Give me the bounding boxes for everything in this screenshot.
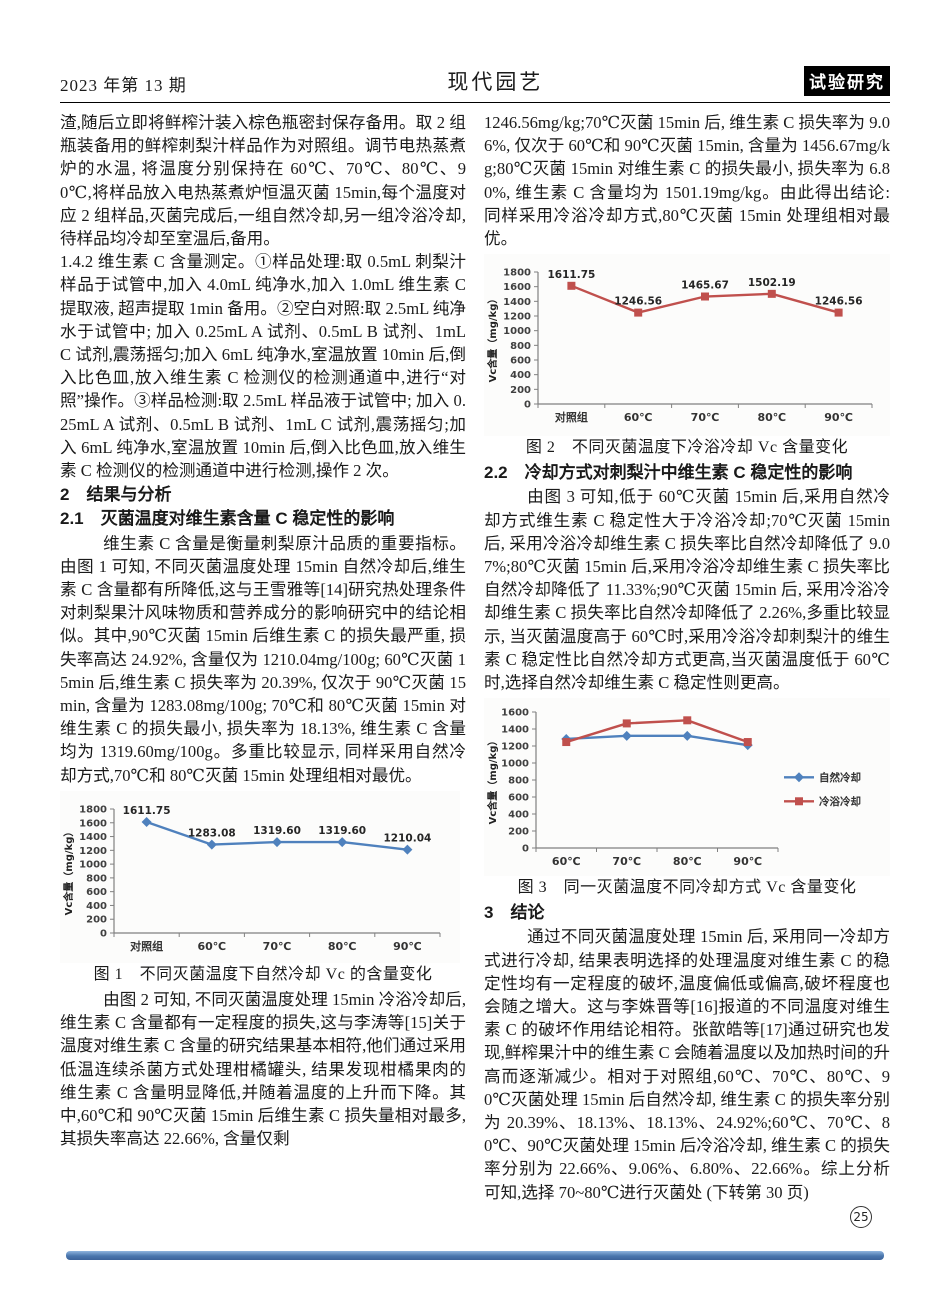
two-column-body: 渣,随后立即将鲜榨汁装入棕色瓶密封保存备用。取 2 组瓶装备用的鲜榨刺梨汁样品作… — [60, 111, 890, 1228]
figure-3: 0 200 400 600 800 1000 1200 1400 1600 60℃ 70℃ 80℃ 90… — [484, 698, 890, 899]
svg-text:600: 600 — [508, 793, 529, 804]
svg-text:对照组: 对照组 — [555, 410, 588, 424]
page-number-row: 25 — [484, 1205, 890, 1228]
left-column: 渣,随后立即将鲜榨汁装入棕色瓶密封保存备用。取 2 组瓶装备用的鲜榨刺梨汁样品作… — [60, 111, 466, 1228]
svg-text:1319.60: 1319.60 — [318, 825, 366, 837]
footer-accent-bar — [66, 1251, 884, 1260]
svg-text:70℃: 70℃ — [691, 411, 720, 424]
svg-text:1400: 1400 — [79, 832, 107, 843]
svg-text:1319.60: 1319.60 — [253, 825, 301, 837]
svg-text:600: 600 — [86, 887, 107, 898]
svg-text:1000: 1000 — [501, 759, 529, 770]
svg-text:1600: 1600 — [79, 818, 107, 829]
paragraph: 1.4.2 维生素 C 含量测定。①样品处理:取 0.5mL 刺梨汁样品于试管中… — [60, 252, 466, 481]
svg-text:80℃: 80℃ — [328, 940, 357, 953]
svg-text:1200: 1200 — [79, 846, 107, 857]
page-header: 2023 年第 13 期 现代园艺 试验研究 — [60, 62, 890, 96]
svg-text:1000: 1000 — [503, 326, 531, 337]
svg-text:1246.56: 1246.56 — [614, 296, 662, 308]
svg-text:对照组: 对照组 — [130, 939, 163, 953]
svg-text:Vc含量（mg/kg）: Vc含量（mg/kg） — [62, 827, 75, 916]
figure-2: 0 200 400 600 800 1000 1200 1400 1600 1800 对照组 60℃ 7… — [484, 254, 890, 459]
header-rule — [60, 102, 890, 103]
svg-text:400: 400 — [510, 370, 531, 381]
paragraph: 由图 3 可知,低于 60℃灭菌 15min 后,采用自然冷却方式维生素 C 稳… — [484, 487, 890, 693]
svg-text:0: 0 — [100, 928, 107, 939]
svg-text:1465.67: 1465.67 — [681, 280, 729, 292]
svg-text:400: 400 — [508, 810, 529, 821]
paragraph: 渣,随后立即将鲜榨汁装入棕色瓶密封保存备用。取 2 组瓶装备用的鲜榨刺梨汁样品作… — [60, 113, 466, 249]
svg-text:1800: 1800 — [503, 268, 531, 279]
svg-text:1400: 1400 — [503, 297, 531, 308]
svg-text:1800: 1800 — [79, 804, 107, 815]
svg-text:90℃: 90℃ — [824, 411, 853, 424]
svg-text:1283.08: 1283.08 — [188, 828, 236, 840]
section-badge: 试验研究 — [804, 66, 890, 96]
figure-1-caption: 图 1 不同灭菌温度下自然冷却 Vc 的含量变化 — [93, 965, 433, 983]
svg-text:1210.04: 1210.04 — [383, 833, 431, 845]
svg-text:1200: 1200 — [503, 312, 531, 323]
svg-text:1600: 1600 — [503, 282, 531, 293]
svg-text:0: 0 — [524, 400, 531, 411]
figure-3-caption: 图 3 同一灭菌温度不同冷却方式 Vc 含量变化 — [517, 879, 857, 897]
journal-issue: 2023 年第 13 期 — [60, 76, 187, 95]
line-chart-cold-bath-cooling: 0 200 400 600 800 1000 1200 1400 1600 1800 对照组 60℃ 7… — [484, 254, 890, 437]
subsection-heading-2-2: 2.2 冷却方式对刺梨汁中维生素 C 稳定性的影响 — [484, 463, 853, 483]
svg-text:1400: 1400 — [501, 725, 529, 736]
section-heading-conclusion: 3 结论 — [484, 903, 545, 923]
paragraph: 通过不同灭菌温度处理 15min 后, 采用同一冷却方式进行冷却, 结果表明选择… — [484, 927, 890, 1202]
paragraph: 1246.56mg/kg;70℃灭菌 15min 后, 维生素 C 损失率为 9… — [484, 113, 890, 249]
line-chart-natural-cooling: 0 200 400 600 800 1000 1200 1400 1600 1800 对照组 60℃ 7… — [60, 790, 466, 963]
svg-text:1000: 1000 — [79, 860, 107, 871]
svg-text:1502.19: 1502.19 — [748, 277, 796, 289]
paragraph: 由图 2 可知, 不同灭菌温度处理 15min 冷浴冷却后,维生素 C 含量都有… — [60, 989, 466, 1149]
svg-text:800: 800 — [510, 341, 531, 352]
svg-text:0: 0 — [522, 844, 529, 855]
section-heading-results: 2 结果与分析 — [60, 485, 172, 505]
svg-text:Vc含量（mg/kg）: Vc含量（mg/kg） — [486, 294, 499, 383]
svg-text:200: 200 — [510, 385, 531, 396]
figure-2-caption: 图 2 不同灭菌温度下冷浴冷却 Vc 含量变化 — [525, 439, 849, 457]
page-number: 25 — [850, 1205, 872, 1228]
svg-text:200: 200 — [508, 827, 529, 838]
svg-text:80℃: 80℃ — [673, 855, 702, 868]
line-chart-cooling-comparison: 0 200 400 600 800 1000 1200 1400 1600 60℃ 70℃ 80℃ 90… — [484, 698, 890, 877]
svg-text:60℃: 60℃ — [552, 855, 581, 868]
svg-text:1611.75: 1611.75 — [123, 805, 171, 817]
svg-text:60℃: 60℃ — [197, 940, 226, 953]
svg-text:200: 200 — [86, 915, 107, 926]
right-column: 1246.56mg/kg;70℃灭菌 15min 后, 维生素 C 损失率为 9… — [484, 111, 890, 1228]
subsection-heading-2-1: 2.1 灭菌温度对维生素含量 C 稳定性的影响 — [60, 509, 395, 529]
paragraph: 维生素 C 含量是衡量刺梨原汁品质的重要指标。由图 1 可知, 不同灭菌温度处理… — [60, 533, 466, 785]
svg-text:60℃: 60℃ — [624, 411, 653, 424]
svg-text:400: 400 — [86, 901, 107, 912]
figure-1: 0 200 400 600 800 1000 1200 1400 1600 1800 对照组 60℃ 7… — [60, 790, 466, 986]
svg-text:Vc含量（mg/kg）: Vc含量（mg/kg） — [486, 736, 499, 825]
svg-text:自然冷却: 自然冷却 — [819, 771, 861, 784]
svg-text:800: 800 — [86, 873, 107, 884]
svg-text:70℃: 70℃ — [263, 940, 292, 953]
svg-text:1611.75: 1611.75 — [547, 269, 595, 281]
svg-text:冷浴冷却: 冷浴冷却 — [819, 795, 861, 808]
journal-title: 现代园艺 — [447, 70, 544, 94]
svg-text:1600: 1600 — [501, 708, 529, 719]
svg-text:80℃: 80℃ — [757, 411, 786, 424]
svg-text:1200: 1200 — [501, 742, 529, 753]
svg-text:800: 800 — [508, 776, 529, 787]
svg-text:600: 600 — [510, 356, 531, 367]
svg-text:90℃: 90℃ — [733, 855, 762, 868]
svg-text:90℃: 90℃ — [393, 940, 422, 953]
svg-text:1246.56: 1246.56 — [815, 296, 863, 308]
svg-text:70℃: 70℃ — [612, 855, 641, 868]
